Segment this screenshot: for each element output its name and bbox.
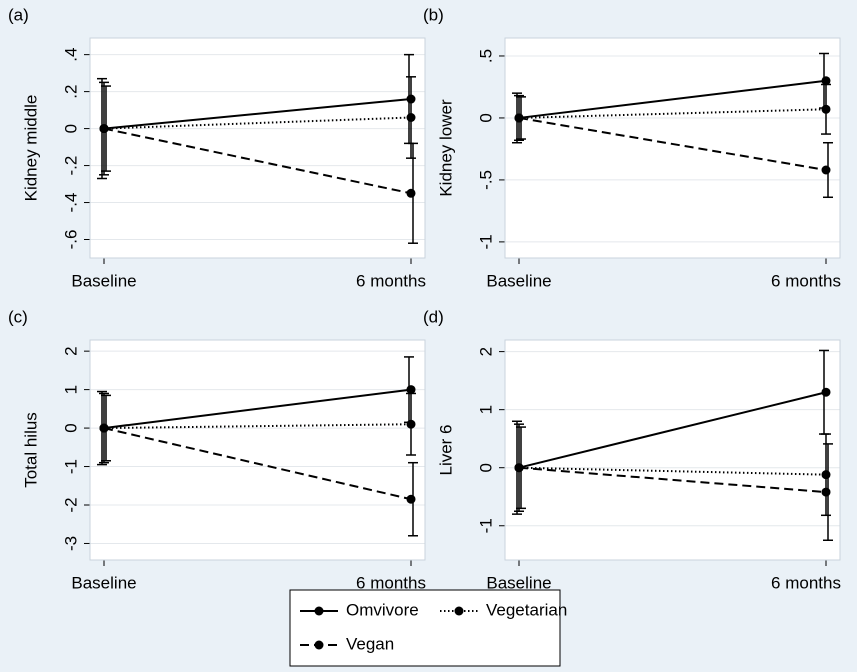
y-tick-label: -2: [61, 497, 80, 512]
point: [406, 112, 416, 122]
series-line: [518, 79, 827, 119]
point: [821, 387, 831, 397]
y-tick-label: .2: [61, 85, 80, 99]
point: [406, 385, 416, 395]
series-line: [103, 427, 412, 501]
x-tick-label: 6 months: [356, 573, 426, 592]
legend-label: Vegetarian: [486, 600, 567, 619]
y-axis-label: Liver 6: [436, 424, 455, 475]
y-tick-label: -.2: [61, 156, 80, 176]
series-line: [103, 116, 412, 130]
point: [514, 463, 524, 473]
x-tick-label: Baseline: [486, 271, 551, 290]
x-tick-label: Baseline: [71, 573, 136, 592]
plot-frame: [89, 339, 426, 561]
series-line: [518, 116, 827, 171]
x-tick-label: 6 months: [771, 573, 841, 592]
y-tick-label: 0: [476, 113, 495, 122]
point: [514, 113, 524, 123]
x-tick-label: 6 months: [771, 271, 841, 290]
legend-label: Omvivore: [346, 600, 419, 619]
y-tick-label: -3: [61, 536, 80, 551]
y-tick-label: .5: [476, 49, 495, 63]
y-tick-label: 0: [61, 423, 80, 432]
series-line: [103, 127, 412, 195]
plot-frame: [504, 339, 841, 561]
plot-area: [90, 340, 425, 560]
plot-area: [505, 340, 840, 560]
series-line: [103, 388, 412, 430]
y-tick-label: 2: [476, 347, 495, 356]
series-line: [518, 466, 827, 494]
y-axis-label: Kidney lower: [436, 99, 455, 197]
panel-label: (d): [423, 307, 444, 326]
point: [99, 124, 109, 134]
x-tick-label: Baseline: [486, 573, 551, 592]
plot-frame: [89, 37, 426, 259]
plot-area: [90, 38, 425, 258]
y-tick-label: 0: [476, 463, 495, 472]
point: [821, 487, 831, 497]
y-tick-label: -.4: [61, 193, 80, 213]
plot-area: [505, 38, 840, 258]
y-tick-label: -1: [476, 518, 495, 533]
point: [406, 188, 416, 198]
panel-label: (c): [8, 307, 28, 326]
x-tick-label: Baseline: [71, 271, 136, 290]
x-tick-label: 6 months: [356, 271, 426, 290]
panel-label: (b): [423, 5, 444, 24]
point: [821, 165, 831, 175]
point: [821, 470, 831, 480]
y-axis-label: Total hilus: [21, 412, 40, 488]
point: [99, 423, 109, 433]
y-axis-label: Kidney middle: [21, 95, 40, 202]
legend-label: Vegan: [346, 634, 394, 653]
y-tick-label: 0: [61, 124, 80, 133]
y-tick-label: 1: [61, 385, 80, 394]
legend-marker: [314, 640, 324, 650]
y-tick-label: -.6: [61, 230, 80, 250]
panel-label: (a): [8, 5, 29, 24]
legend-marker: [454, 606, 464, 616]
y-tick-label: .4: [61, 48, 80, 62]
y-tick-label: 2: [61, 346, 80, 355]
point: [406, 419, 416, 429]
y-tick-label: -1: [476, 234, 495, 249]
series-line: [103, 98, 412, 130]
point: [406, 494, 416, 504]
legend-marker: [314, 606, 324, 616]
y-tick-label: -.5: [476, 170, 495, 190]
y-tick-label: 1: [476, 405, 495, 414]
point: [821, 104, 831, 114]
plot-frame: [504, 37, 841, 259]
legend-box: [289, 589, 561, 667]
point: [821, 76, 831, 86]
series-line: [518, 391, 827, 469]
y-tick-label: -1: [61, 459, 80, 474]
